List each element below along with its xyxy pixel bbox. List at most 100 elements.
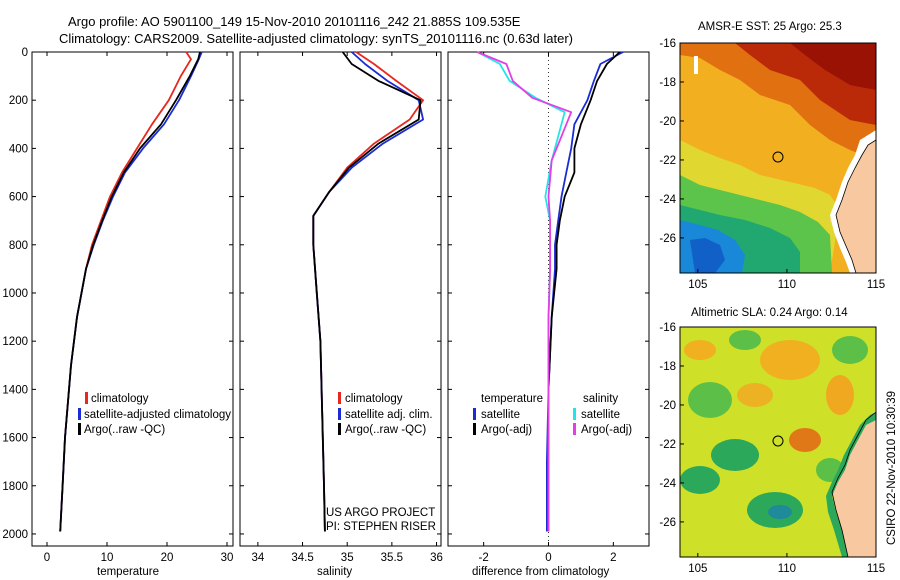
figure-title-line1: Argo profile: AO 5901100_149 15-Nov-2010… [68, 14, 521, 29]
legend-swatch-temp-satellite [473, 408, 476, 420]
sla-anomaly-patch [684, 340, 716, 360]
side-label: CSIRO 22-Nov-2010 10:30:39 [886, 391, 898, 545]
sst-argo-marker [772, 151, 784, 163]
x-tick-label: 36 [430, 552, 443, 564]
series-line-sal_argo [476, 51, 573, 532]
map-y-tick-label: -18 [659, 361, 676, 373]
sst-coastline [835, 139, 876, 273]
sst-ticks: 105 110 115 -16 -18 -20 -22 -24 -26 [659, 38, 885, 291]
series-line-argo [547, 51, 621, 532]
sla-anomaly-patch [729, 330, 761, 350]
legend-label: satellite [581, 409, 620, 421]
map-y-tick-label: -26 [659, 517, 676, 529]
sla-field [680, 327, 876, 557]
sla-anomaly-patch [768, 505, 792, 519]
legend-label: satellite adj. clim. [345, 409, 433, 421]
x-tick-label: 35 [341, 552, 354, 564]
sla-anomaly-patch [737, 383, 773, 407]
figure-title-line2: Climatology: CARS2009. Satellite-adjuste… [59, 31, 573, 46]
sla-anomaly-patch [711, 439, 759, 471]
series-line-satellite [312, 51, 425, 532]
map-y-tick-label: -22 [659, 155, 676, 167]
sla-map: Altimetric SLA: 0.24 Argo: 0.14 105 110 11… [659, 307, 885, 575]
sla-land [832, 410, 876, 557]
salinity-axes-frame [239, 51, 442, 547]
sst-map: AMSR-E SST: 25 Argo: 25.3 105 110 115 -16 -1… [659, 21, 885, 291]
difference-legend: temperature salinity satellite Argo(-adj… [473, 393, 632, 436]
map-x-tick-label: 110 [778, 279, 796, 291]
salinity-annotation-line1: US ARGO PROJECT [326, 507, 435, 519]
y-tick-label: 1800 [2, 481, 28, 493]
legend-heading-salinity: salinity [583, 393, 618, 405]
y-tick-label: 1600 [2, 433, 28, 445]
salinity-ticks: 34 34.5 35 35.5 36 [240, 51, 443, 564]
y-tick-label: 400 [9, 143, 28, 155]
x-tick-label: -2 [479, 552, 489, 564]
map-x-tick-label: 105 [688, 279, 707, 291]
map-y-tick-label: -24 [659, 478, 676, 490]
temperature-ticks: 0 10 20 30 0 200 400 600 800 1000 1200 1400 1600 1800… [2, 47, 233, 564]
sst-scale-mark [694, 56, 698, 74]
y-tick-label: 1200 [2, 336, 28, 348]
x-tick-label: 2 [610, 552, 616, 564]
map-x-tick-label: 115 [867, 279, 885, 291]
legend-label: Argo(-adj) [581, 424, 632, 436]
sla-anomaly-patch [789, 428, 821, 452]
map-y-tick-label: -22 [659, 439, 676, 451]
map-y-tick-label: -20 [659, 116, 676, 128]
sla-anomaly-patch [680, 466, 720, 494]
series-line-satellite [546, 51, 624, 532]
y-tick-label: 0 [22, 47, 28, 59]
temperature-lines [59, 51, 203, 532]
y-tick-label: 1000 [2, 288, 28, 300]
legend-label: climatology [91, 393, 149, 405]
temperature-xlabel: temperature [97, 566, 159, 578]
x-tick-label: 34.5 [291, 552, 313, 564]
x-tick-label: 10 [101, 552, 114, 564]
map-y-tick-label: -16 [659, 322, 676, 334]
legend-swatch-temp-argo [473, 423, 476, 435]
legend-label: Argo(..raw -QC) [345, 424, 426, 436]
temperature-panel: 0 10 20 30 0 200 400 600 800 1000 1200 1400 1600 1800… [2, 47, 234, 578]
series-line-climatology [59, 51, 192, 532]
map-x-tick-label: 110 [778, 563, 796, 575]
sla-argo-marker [772, 435, 784, 447]
sla-anomaly-patch [688, 382, 732, 418]
sla-anomaly-patch [832, 336, 868, 364]
y-tick-label: 2000 [2, 529, 28, 541]
sst-frame [679, 42, 877, 274]
sst-coldest-region [690, 238, 725, 273]
map-y-tick-label: -26 [659, 233, 676, 245]
legend-swatch-climatology [338, 392, 341, 404]
x-tick-label: 34 [251, 552, 264, 564]
y-tick-label: 800 [9, 240, 28, 252]
legend-swatch-argo [78, 423, 81, 435]
y-tick-label: 1400 [2, 384, 28, 396]
map-x-tick-label: 105 [688, 563, 707, 575]
map-y-tick-label: -16 [659, 38, 676, 50]
legend-swatch-sal-argo [573, 423, 576, 435]
legend-swatch-satellite [78, 408, 81, 420]
series-line-climatology [312, 51, 425, 532]
legend-label: Argo(..raw -QC) [84, 424, 165, 436]
x-tick-label: 0 [545, 552, 551, 564]
temperature-axes-frame [31, 51, 234, 547]
salinity-lines [312, 51, 425, 532]
salinity-legend: climatology satellite adj. clim. Argo(..… [338, 392, 433, 436]
map-x-tick-label: 115 [867, 563, 885, 575]
sla-land-strip [826, 412, 876, 557]
legend-swatch-argo [338, 423, 341, 435]
sla-coastline [831, 411, 876, 557]
x-tick-label: 0 [44, 552, 50, 564]
map-y-tick-label: -18 [659, 77, 676, 89]
salinity-panel: 34 34.5 35 35.5 36 salinity climatology sate… [239, 51, 443, 578]
y-tick-label: 200 [9, 95, 28, 107]
sst-map-title: AMSR-E SST: 25 Argo: 25.3 [698, 21, 842, 33]
sst-field [680, 43, 876, 273]
salinity-xlabel: salinity [317, 566, 352, 578]
x-tick-label: 20 [161, 552, 174, 564]
sla-ticks: 105 110 115 -16 -18 -20 -22 -24 -26 [659, 322, 885, 575]
legend-swatch-satellite [338, 408, 341, 420]
legend-label: Argo(-adj) [481, 424, 532, 436]
